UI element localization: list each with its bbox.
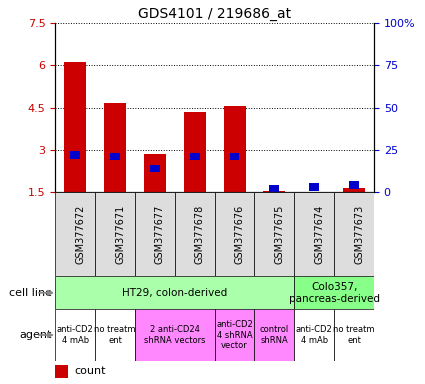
- Text: GSM377677: GSM377677: [155, 205, 165, 264]
- Bar: [95, 192, 135, 276]
- Text: agent: agent: [20, 330, 52, 340]
- Text: anti-CD2
4 shRNA
vector: anti-CD2 4 shRNA vector: [216, 320, 253, 350]
- Bar: [349, 182, 359, 189]
- Text: anti-CD2
4 mAb: anti-CD2 4 mAb: [57, 325, 94, 345]
- Text: GSM377672: GSM377672: [75, 205, 85, 264]
- Bar: [184, 112, 206, 192]
- Bar: [269, 185, 279, 192]
- Bar: [230, 153, 239, 161]
- Text: GSM377671: GSM377671: [115, 205, 125, 264]
- Bar: [110, 153, 120, 161]
- Bar: [264, 190, 285, 192]
- Bar: [294, 192, 334, 276]
- Text: 2 anti-CD24
shRNA vectors: 2 anti-CD24 shRNA vectors: [144, 325, 206, 345]
- Bar: [95, 309, 135, 361]
- Bar: [190, 153, 200, 161]
- Bar: [224, 106, 246, 192]
- Text: no treatm
ent: no treatm ent: [94, 325, 136, 345]
- Bar: [294, 276, 374, 309]
- Text: no treatm
ent: no treatm ent: [333, 325, 375, 345]
- Bar: [255, 309, 294, 361]
- Bar: [294, 309, 334, 361]
- Bar: [255, 192, 294, 276]
- Text: count: count: [74, 366, 106, 376]
- Bar: [144, 154, 166, 192]
- Bar: [55, 309, 95, 361]
- Bar: [150, 165, 160, 172]
- Text: Colo357,
pancreas-derived: Colo357, pancreas-derived: [289, 282, 380, 304]
- Bar: [135, 192, 175, 276]
- Bar: [135, 309, 215, 361]
- Bar: [70, 151, 80, 159]
- Text: GSM377674: GSM377674: [314, 205, 324, 264]
- Bar: [343, 188, 365, 192]
- Bar: [215, 192, 255, 276]
- Bar: [175, 192, 215, 276]
- Bar: [55, 276, 294, 309]
- Text: control
shRNA: control shRNA: [260, 325, 289, 345]
- Bar: [55, 365, 68, 378]
- Text: HT29, colon-derived: HT29, colon-derived: [122, 288, 227, 298]
- Bar: [334, 309, 374, 361]
- Text: anti-CD2
4 mAb: anti-CD2 4 mAb: [296, 325, 333, 345]
- Bar: [64, 63, 86, 192]
- Text: cell line: cell line: [9, 288, 52, 298]
- Bar: [55, 192, 95, 276]
- Text: GSM377676: GSM377676: [235, 205, 244, 264]
- Bar: [334, 192, 374, 276]
- Bar: [215, 309, 255, 361]
- Text: GSM377673: GSM377673: [354, 205, 364, 264]
- Text: GSM377678: GSM377678: [195, 205, 205, 264]
- Text: GSM377675: GSM377675: [275, 205, 284, 264]
- Title: GDS4101 / 219686_at: GDS4101 / 219686_at: [138, 7, 291, 21]
- Bar: [104, 103, 126, 192]
- Bar: [309, 183, 319, 191]
